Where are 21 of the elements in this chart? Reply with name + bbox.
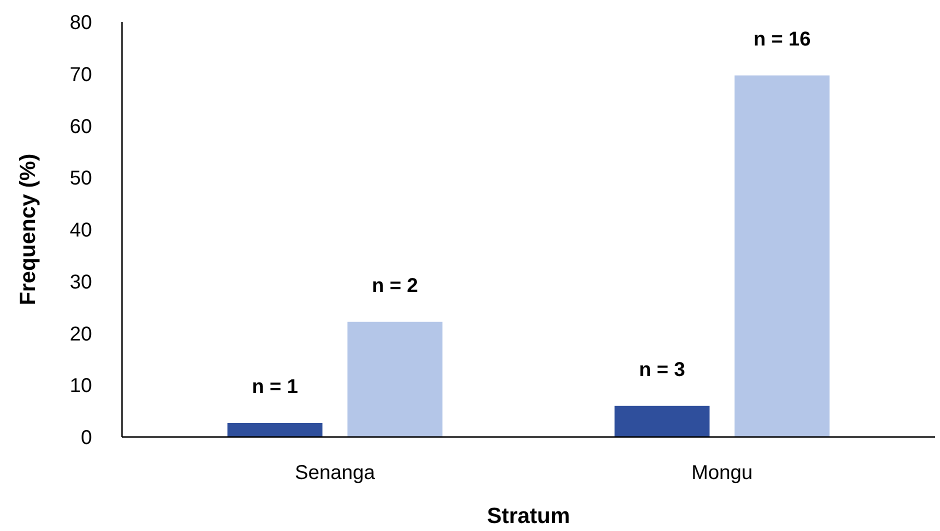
bar bbox=[614, 406, 710, 437]
x-tick-label: Mongu bbox=[691, 462, 753, 484]
y-tick-label: 10 bbox=[70, 375, 92, 398]
y-tick-label: 40 bbox=[70, 220, 92, 242]
annotation: n = 1 bbox=[252, 376, 298, 398]
y-tick-label: 0 bbox=[80, 427, 92, 449]
x-tick-label: Senanga bbox=[294, 462, 376, 484]
y-tick-label: 30 bbox=[70, 271, 92, 294]
y-tick-label: 50 bbox=[70, 168, 92, 190]
bar bbox=[227, 422, 322, 437]
y-tick-label: 60 bbox=[70, 116, 92, 138]
annotation: n = 3 bbox=[639, 358, 686, 381]
y-tick-label: 80 bbox=[70, 12, 92, 34]
y-axis-title: Frequency (%) bbox=[15, 154, 40, 306]
bar bbox=[734, 75, 830, 437]
bar bbox=[347, 322, 442, 437]
y-tick-label: 20 bbox=[70, 323, 92, 346]
annotation: n = 16 bbox=[753, 28, 811, 50]
annotation: n = 2 bbox=[372, 274, 418, 297]
y-tick-label: 70 bbox=[70, 64, 92, 86]
x-axis-title: Stratum bbox=[486, 503, 570, 528]
